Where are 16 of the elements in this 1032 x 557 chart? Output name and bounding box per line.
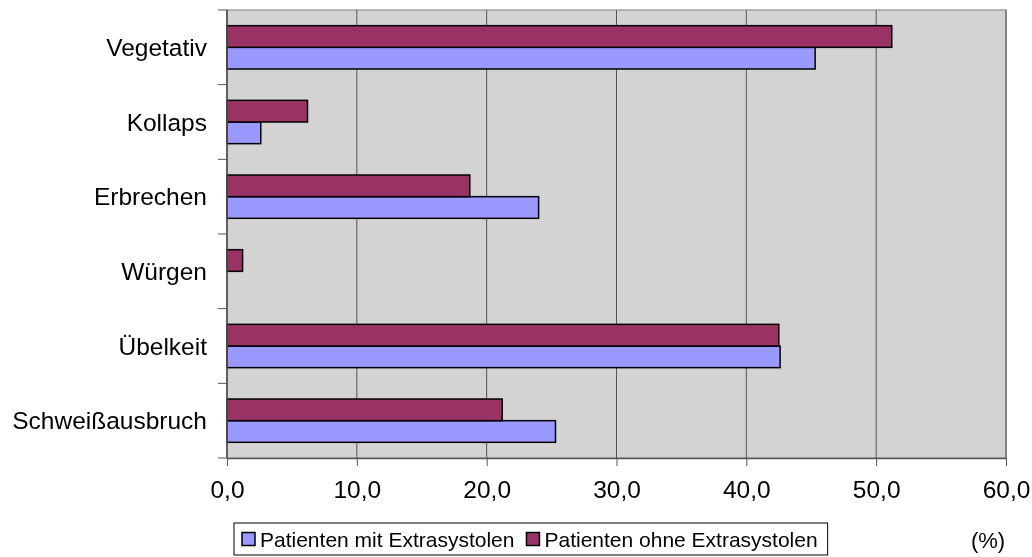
x-tick-label: 10,0	[333, 476, 382, 504]
x-tick-label: 50,0	[852, 476, 901, 504]
x-tick-label: 20,0	[463, 476, 512, 504]
y-tick-label: Würgen	[121, 257, 207, 285]
y-tick-label: Schweißausbruch	[12, 407, 207, 435]
y-tick-label: Kollaps	[126, 108, 207, 136]
x-tick-label: 30,0	[593, 476, 641, 504]
y-tick-label: Erbrechen	[93, 183, 207, 211]
x-axis-title: (%)	[970, 527, 1006, 553]
x-tick-label: 40,0	[722, 476, 771, 504]
legend-label: Patienten mit Extrasystolen	[260, 527, 515, 551]
legend-label: Patienten ohne Extrasystolen	[544, 527, 818, 551]
x-tick-label: 0,0	[210, 476, 245, 504]
x-tick-label: 60,0	[982, 476, 1031, 504]
y-tick-label: Übelkeit	[118, 332, 208, 360]
y-tick-label: Vegetativ	[106, 33, 208, 61]
